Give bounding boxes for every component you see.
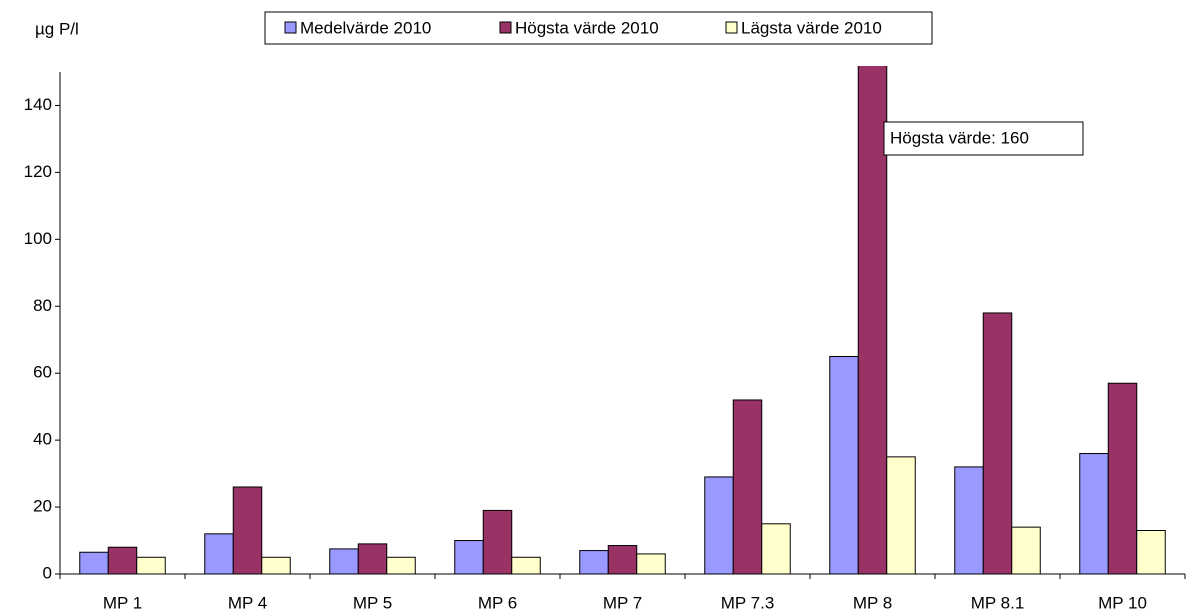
x-tick-label: MP 7.3 — [721, 593, 775, 612]
y-axis-label: µg P/l — [35, 19, 79, 38]
legend-box — [264, 11, 933, 45]
x-tick-label: MP 8.1 — [971, 593, 1025, 612]
bar — [107, 546, 138, 575]
y-tick-label: 60 — [33, 363, 52, 382]
bar — [982, 312, 1013, 575]
bar — [136, 556, 166, 575]
bar — [857, 66, 888, 575]
bar — [886, 456, 916, 575]
plot-area — [79, 66, 1166, 575]
y-tick-label: 100 — [24, 229, 52, 248]
bar — [511, 556, 541, 575]
bar — [1011, 526, 1041, 575]
legend-swatch — [725, 21, 738, 34]
bar — [1136, 529, 1166, 575]
bar — [1107, 382, 1138, 575]
bar — [636, 553, 666, 575]
x-tick-label: MP 1 — [103, 593, 142, 612]
bar — [1079, 453, 1109, 575]
y-tick-label: 40 — [33, 430, 52, 449]
bar — [232, 486, 263, 575]
legend-label: Lägsta värde 2010 — [741, 18, 882, 37]
bar — [79, 551, 109, 575]
bar — [357, 543, 388, 575]
bar — [261, 556, 291, 575]
y-tick-label: 80 — [33, 296, 52, 315]
legend-label: Högsta värde 2010 — [515, 18, 659, 37]
bar — [482, 509, 513, 575]
legend-label: Medelvärde 2010 — [300, 18, 431, 37]
bar — [386, 556, 416, 575]
legend-swatch — [499, 21, 512, 34]
x-tick-label: MP 8 — [853, 593, 892, 612]
bar — [607, 545, 638, 575]
bar — [954, 466, 984, 575]
x-tick-label: MP 10 — [1098, 593, 1147, 612]
y-tick-label: 140 — [24, 95, 52, 114]
x-tick-label: MP 7 — [603, 593, 642, 612]
bar — [454, 540, 484, 575]
annotation: Högsta värde: 160 — [890, 128, 1029, 147]
x-tick-label: MP 5 — [353, 593, 392, 612]
bar — [579, 550, 609, 575]
legend-swatch — [284, 21, 297, 34]
bar — [732, 399, 763, 575]
bar — [829, 355, 859, 575]
x-tick-label: MP 6 — [478, 593, 517, 612]
x-tick-label: MP 4 — [228, 593, 267, 612]
bar — [761, 523, 791, 575]
bar — [704, 476, 734, 575]
y-tick-label: 0 — [43, 563, 52, 582]
bar — [204, 533, 234, 575]
bar — [329, 548, 359, 575]
annotation-box — [883, 121, 1084, 156]
y-tick-label: 20 — [33, 497, 52, 516]
y-tick-label: 120 — [24, 162, 52, 181]
